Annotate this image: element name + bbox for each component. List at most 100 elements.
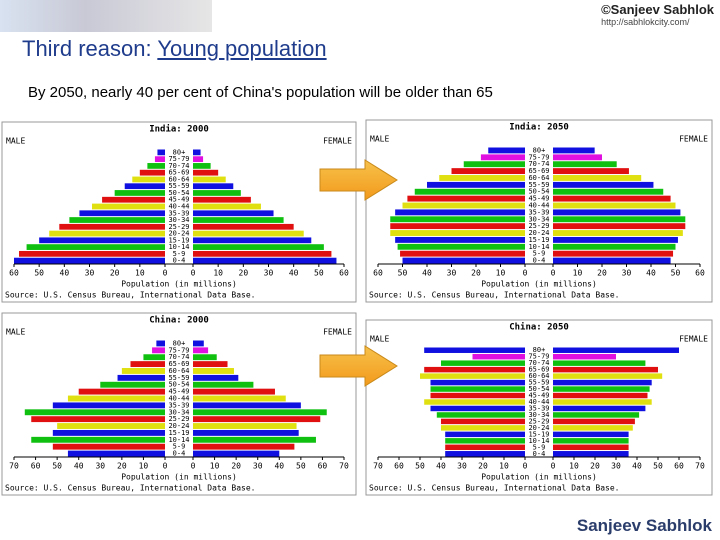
age-label: 45-49 — [528, 392, 549, 400]
age-label: 55-59 — [168, 182, 189, 190]
bar-male — [59, 223, 165, 230]
bar-female — [193, 416, 321, 423]
bar-female — [553, 147, 595, 154]
bar-male — [430, 379, 525, 386]
bar-female — [553, 223, 686, 230]
bar-male — [439, 175, 525, 181]
age-label: 10-14 — [168, 436, 189, 444]
age-label: 40-44 — [168, 395, 189, 403]
chart-frame — [1, 121, 357, 303]
x-tick-label: 70 — [373, 462, 383, 471]
bar-male — [92, 203, 165, 210]
x-tick-label: 30 — [611, 462, 621, 471]
x-axis-label: Population (in millions) — [481, 473, 597, 482]
x-tick-label: 40 — [422, 269, 432, 278]
title-lead: Third reason: — [22, 36, 158, 61]
bar-female — [193, 450, 280, 457]
bar-female — [193, 388, 275, 395]
bar-female — [193, 163, 211, 169]
age-label: 60-64 — [168, 175, 189, 183]
bar-female — [193, 347, 209, 354]
age-label: 5-9 — [533, 443, 546, 451]
bar-female — [553, 216, 686, 223]
age-label: 20-24 — [168, 230, 189, 238]
footer: Sanjeev Sabhlok — [576, 516, 712, 535]
x-tick-label: 40 — [274, 462, 284, 471]
bar-male — [424, 399, 525, 405]
source-note: Source: U.S. Census Bureau, Internationa… — [5, 291, 255, 300]
bar-female — [553, 431, 629, 438]
arrow — [319, 159, 398, 201]
x-axis-label: Population (in millions) — [121, 473, 237, 482]
legend-female: FEMALE — [323, 137, 352, 146]
bar-male — [390, 230, 525, 236]
age-label: 20-24 — [168, 422, 189, 430]
age-label: 0-4 — [533, 257, 546, 265]
age-label: 40-44 — [168, 203, 189, 211]
x-tick-label: 60 — [373, 269, 383, 278]
source-note: Source: U.S. Census Bureau, Internationa… — [369, 484, 619, 493]
bar-male — [395, 209, 525, 216]
age-label: 70-74 — [528, 160, 549, 168]
bar-female — [193, 340, 204, 347]
bar-male — [445, 451, 525, 457]
bar-female — [553, 444, 629, 451]
age-label: 45-49 — [528, 195, 549, 203]
bar-female — [193, 190, 241, 196]
bar-female — [553, 373, 663, 379]
url: http://sabhlokcity.com/ — [601, 17, 690, 27]
x-tick-label: 0 — [163, 462, 168, 471]
x-axis-label: Population (in millions) — [121, 280, 237, 289]
age-label: 50-54 — [168, 189, 189, 197]
age-label: 10-14 — [528, 437, 549, 445]
x-tick-label: 50 — [34, 269, 44, 278]
age-label: 15-19 — [168, 236, 189, 244]
x-tick-label: 20 — [117, 462, 127, 471]
bar-female — [553, 188, 664, 195]
source-note: Source: U.S. Census Bureau, Internationa… — [369, 291, 619, 300]
x-tick-label: 10 — [496, 269, 506, 278]
x-tick-label: 70 — [695, 462, 705, 471]
age-label: 65-69 — [168, 360, 189, 368]
bar-male — [52, 402, 166, 409]
age-label: 45-49 — [168, 388, 189, 396]
bar-male — [52, 443, 166, 450]
bar-female — [553, 257, 671, 264]
bar-male — [436, 412, 525, 418]
x-tick-label: 50 — [653, 462, 663, 471]
x-tick-label: 0 — [191, 269, 196, 278]
x-tick-label: 50 — [314, 269, 324, 278]
x-tick-label: 10 — [135, 269, 145, 278]
bar-male — [451, 168, 525, 175]
bar-female — [193, 244, 324, 250]
bar-female — [193, 354, 217, 361]
bar-male — [427, 181, 525, 188]
legend-female: FEMALE — [679, 335, 708, 344]
chart-title: India: 2050 — [509, 122, 569, 133]
x-tick-label: 30 — [457, 462, 467, 471]
bar-female — [193, 149, 201, 156]
bar-female — [193, 429, 299, 436]
age-label: 75-79 — [528, 353, 549, 361]
bar-female — [553, 412, 640, 418]
age-label: 10-14 — [168, 243, 189, 251]
x-tick-label: 30 — [264, 269, 274, 278]
bar-female — [553, 451, 629, 457]
bar-male — [67, 450, 165, 457]
x-tick-label: 50 — [296, 462, 306, 471]
age-label: 15-19 — [528, 236, 549, 244]
bar-male — [445, 444, 525, 451]
bar-male — [430, 386, 525, 392]
bar-male — [445, 431, 525, 438]
bar-female — [553, 405, 646, 412]
x-tick-label: 70 — [9, 462, 19, 471]
bar-female — [553, 243, 676, 250]
x-tick-label: 40 — [60, 269, 70, 278]
x-tick-label: 30 — [447, 269, 457, 278]
x-tick-label: 20 — [590, 462, 600, 471]
bar-male — [480, 154, 525, 161]
legend-male: MALE — [6, 328, 25, 337]
age-label: 10-14 — [528, 243, 549, 251]
bar-male — [445, 438, 525, 444]
